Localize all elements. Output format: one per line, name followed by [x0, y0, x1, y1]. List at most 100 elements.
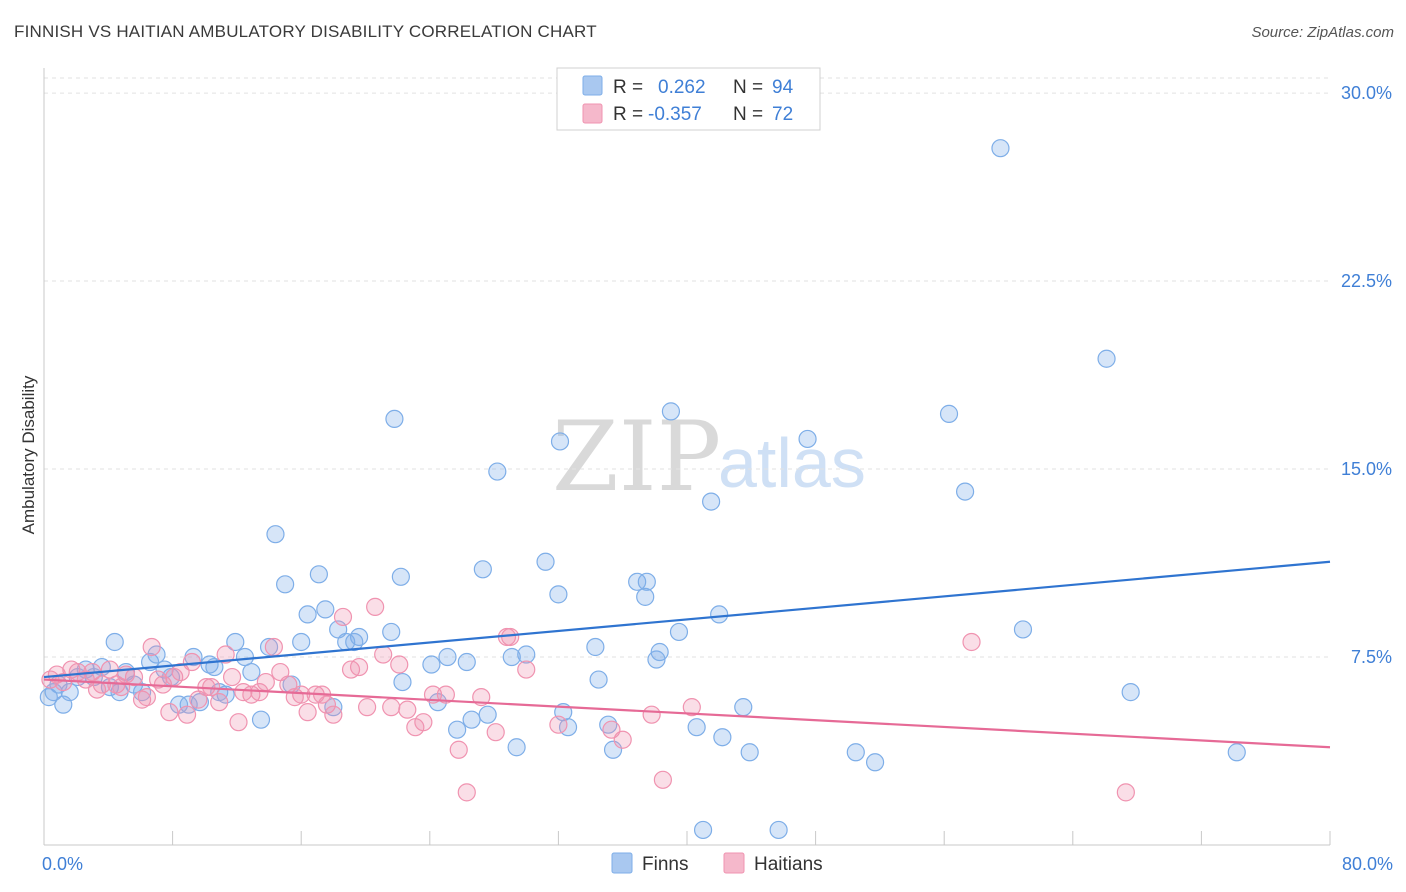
- finns-point: [517, 645, 536, 664]
- finns-point: [710, 605, 729, 624]
- finns-point: [991, 139, 1010, 158]
- finns-point: [385, 409, 404, 429]
- finns-point: [105, 632, 124, 652]
- correlation-legend: R = 0.262 N = 94 R = -0.357 N = 72: [556, 67, 821, 131]
- legend-r-value-finns: 0.262: [658, 77, 706, 98]
- finns-point: [740, 743, 759, 762]
- finns-point: [448, 720, 467, 739]
- finns-point: [650, 642, 669, 662]
- finns-point: [316, 600, 335, 619]
- haitians-trend-line: [43, 678, 1331, 749]
- finns-point: [846, 743, 865, 762]
- finns-point: [478, 705, 497, 724]
- legend-swatch-haitians: [582, 103, 603, 124]
- x-tick-label: 80.0%: [1342, 854, 1393, 874]
- finns-point: [536, 552, 555, 571]
- finns-point: [292, 632, 311, 652]
- finns-point: [235, 647, 255, 667]
- finns-point: [713, 728, 732, 747]
- finns-point: [393, 672, 412, 692]
- source-credit: Source: ZipAtlas.com: [1251, 24, 1394, 41]
- bottom-legend-label-haitians: Haitians: [754, 854, 823, 875]
- watermark-zip: ZIP: [552, 401, 721, 513]
- finns-point: [39, 688, 58, 707]
- finns-point: [226, 632, 245, 652]
- legend-r-label-haitians: R =: [613, 104, 643, 125]
- finns-point: [955, 482, 975, 501]
- y-tick-label: 30.0%: [1341, 83, 1392, 103]
- y-tick-label: 15.0%: [1341, 459, 1392, 479]
- finns-point: [345, 632, 364, 652]
- finns-point: [589, 670, 608, 689]
- finns-point: [488, 462, 507, 481]
- finns-point: [865, 753, 885, 772]
- tick-labels: 7.5% 15.0% 22.5% 30.0% 0.0% 80.0%: [42, 83, 1393, 874]
- haitians-point: [132, 690, 152, 709]
- finns-trend-line: [43, 560, 1331, 679]
- bottom-legend-label-finns: Finns: [642, 854, 688, 875]
- finns-point: [200, 655, 219, 674]
- haitians-point: [414, 713, 433, 732]
- finns-point: [798, 429, 817, 449]
- haitians-point: [317, 695, 337, 714]
- finns-point: [457, 652, 476, 672]
- finns-point: [550, 432, 570, 451]
- finns-point: [599, 715, 618, 734]
- haitians-point: [436, 685, 455, 704]
- finns-point: [473, 560, 492, 579]
- haitians-point: [333, 607, 353, 627]
- finns-point: [242, 662, 261, 682]
- haitians-point: [374, 645, 393, 664]
- legend-r-label-finns: R =: [613, 77, 643, 98]
- haitians-point: [92, 675, 111, 694]
- finns-point: [382, 622, 401, 642]
- legend-n-value-finns: 94: [772, 77, 794, 98]
- haitians-point: [256, 672, 275, 692]
- haitians-point: [137, 688, 156, 707]
- finns-point: [502, 647, 521, 667]
- finns-point: [687, 718, 706, 737]
- trend-lines: [43, 560, 1331, 749]
- haitians-point: [962, 632, 981, 652]
- finns-point: [251, 710, 271, 729]
- haitians-point: [177, 705, 197, 724]
- y-axis-label: Ambulatory Disability: [19, 375, 38, 534]
- haitians-point: [390, 655, 409, 674]
- chart-title: FINNISH VS HAITIAN AMBULATORY DISABILITY…: [14, 22, 597, 41]
- haitians-point: [501, 627, 520, 647]
- finns-point: [693, 820, 713, 840]
- finns-point: [391, 567, 410, 586]
- finns-point: [586, 637, 605, 657]
- haitians-point: [449, 740, 468, 759]
- x-tick-label: 0.0%: [42, 854, 83, 874]
- bottom-legend-swatch-haitians: [723, 852, 745, 874]
- finns-point: [702, 492, 721, 511]
- axes: [43, 68, 1330, 846]
- haitians-point: [398, 700, 417, 719]
- haitians-point: [229, 713, 248, 732]
- finns-point: [1013, 620, 1033, 639]
- haitians-point: [264, 637, 283, 657]
- y-tick-label: 7.5%: [1351, 647, 1392, 667]
- legend-swatch-finns: [582, 75, 603, 96]
- haitians-point: [653, 770, 672, 789]
- haitians-point: [642, 705, 661, 724]
- haitians-point: [366, 597, 385, 616]
- finns-point: [769, 820, 788, 840]
- haitians-point: [87, 680, 107, 699]
- haitians-point: [216, 645, 235, 664]
- finns-point: [939, 404, 959, 423]
- finns-point: [266, 525, 285, 544]
- finns-point: [637, 572, 656, 591]
- finns-point: [276, 575, 295, 594]
- haitians-point: [457, 783, 476, 802]
- legend-n-value-haitians: 72: [772, 104, 793, 125]
- haitians-point: [222, 667, 242, 687]
- haitians-point: [613, 730, 632, 749]
- finns-point: [661, 402, 681, 421]
- finns-point: [60, 683, 79, 702]
- finns-point: [422, 655, 441, 674]
- haitians-point: [486, 723, 505, 742]
- legend-n-label-finns: N =: [733, 77, 763, 98]
